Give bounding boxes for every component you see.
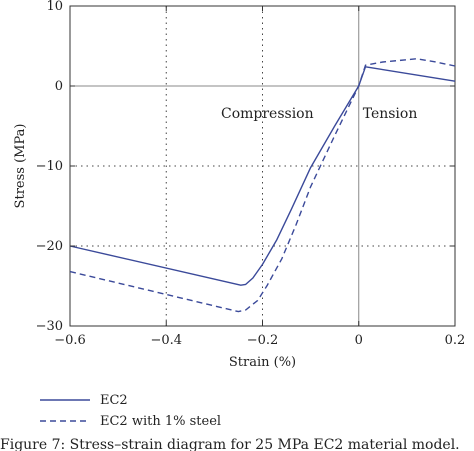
series-line-1 (69, 58, 456, 313)
figure-caption: Figure 7: Stress–strain diagram for 25 M… (0, 437, 460, 451)
series-line-0 (69, 66, 456, 286)
x-axis-label: Strain (%) (229, 355, 296, 370)
series-group (69, 58, 456, 313)
y-tick-labels: −30 −20 −10 0 10 (36, 0, 63, 334)
reference-lines (70, 6, 455, 326)
x-tick-label: 0.2 (445, 333, 466, 348)
legend-label-0: EC2 (100, 393, 128, 408)
annotation-1: Tension (363, 106, 418, 122)
x-tick-label: −0.4 (150, 333, 182, 348)
legend: EC2 EC2 with 1% steel (40, 393, 221, 429)
y-tick-label: 10 (46, 0, 63, 14)
x-tick-label: −0.2 (247, 333, 279, 348)
tick-marks (69, 5, 456, 327)
x-tick-labels: −0.6 −0.4 −0.2 0 0.2 (54, 333, 465, 348)
y-tick-label: −20 (36, 239, 63, 254)
y-axis-label: Stress (MPa) (13, 124, 28, 209)
x-tick-label: −0.6 (54, 333, 86, 348)
grid-lines (70, 6, 455, 326)
y-tick-label: 0 (55, 79, 63, 94)
annotations: Compression Tension (221, 106, 417, 122)
y-tick-label: −30 (36, 319, 63, 334)
y-tick-label: −10 (36, 159, 63, 174)
x-tick-label: 0 (355, 333, 363, 348)
legend-label-1: EC2 with 1% steel (100, 414, 221, 429)
annotation-0: Compression (221, 106, 314, 122)
